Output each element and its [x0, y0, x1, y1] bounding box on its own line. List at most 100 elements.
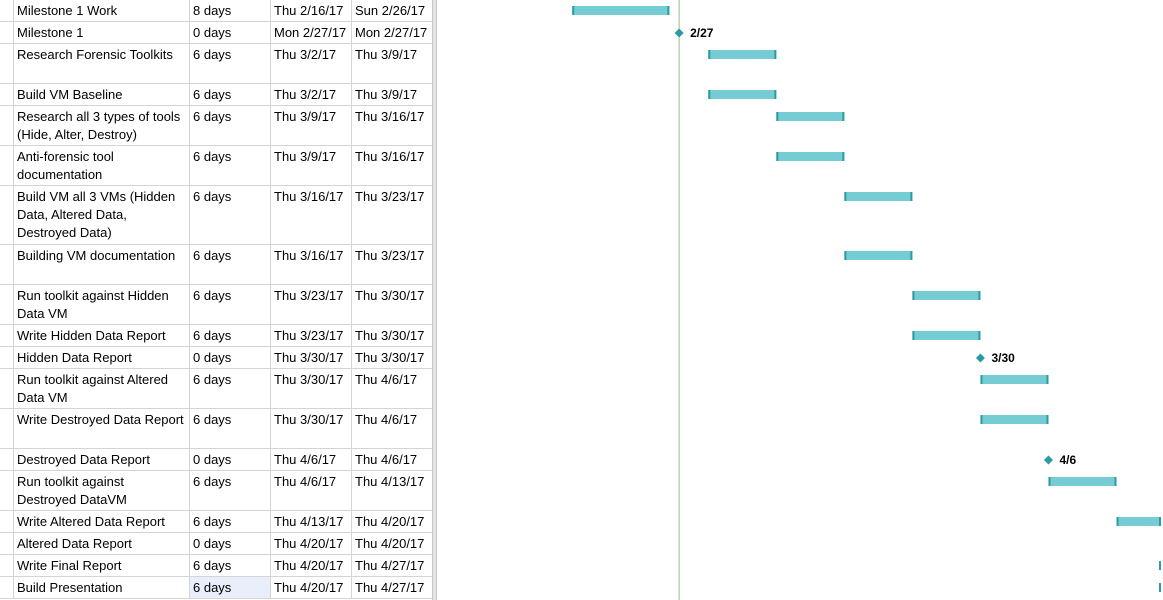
- start-date-cell[interactable]: Thu 3/30/17: [270, 369, 351, 408]
- duration-cell[interactable]: 8 days: [189, 0, 270, 21]
- task-row[interactable]: Build Presentation 6 days Thu 4/20/17 Thu 4…: [0, 577, 432, 599]
- duration-cell[interactable]: 6 days: [189, 325, 270, 346]
- task-bar[interactable]: [1159, 561, 1163, 570]
- task-bar[interactable]: [776, 152, 845, 161]
- row-indicator-cell[interactable]: [0, 44, 13, 83]
- finish-date-cell[interactable]: Thu 4/27/17: [351, 555, 432, 576]
- task-name-cell[interactable]: Altered Data Report: [13, 533, 189, 554]
- row-indicator-cell[interactable]: [0, 146, 13, 185]
- task-bar[interactable]: [1116, 517, 1161, 526]
- row-indicator-cell[interactable]: [0, 533, 13, 554]
- row-indicator-cell[interactable]: [0, 511, 13, 532]
- duration-cell[interactable]: 6 days: [189, 146, 270, 185]
- duration-cell[interactable]: 6 days: [189, 369, 270, 408]
- task-row[interactable]: Destroyed Data Report 0 days Thu 4/6/17 Thu…: [0, 449, 432, 471]
- finish-date-cell[interactable]: Thu 3/30/17: [351, 347, 432, 368]
- finish-date-cell[interactable]: Sun 2/26/17: [351, 0, 432, 21]
- milestone-diamond[interactable]: [674, 28, 684, 38]
- duration-cell[interactable]: 0 days: [189, 22, 270, 43]
- task-name-cell[interactable]: Anti-forensic tool documentation: [13, 146, 189, 185]
- start-date-cell[interactable]: Thu 4/6/17: [270, 471, 351, 510]
- task-name-cell[interactable]: Destroyed Data Report: [13, 449, 189, 470]
- row-indicator-cell[interactable]: [0, 285, 13, 324]
- row-indicator-cell[interactable]: [0, 106, 13, 145]
- finish-date-cell[interactable]: Thu 4/20/17: [351, 511, 432, 532]
- start-date-cell[interactable]: Thu 2/16/17: [270, 0, 351, 21]
- finish-date-cell[interactable]: Thu 3/30/17: [351, 285, 432, 324]
- duration-cell[interactable]: 0 days: [189, 533, 270, 554]
- task-row[interactable]: Write Destroyed Data Report 6 days Thu 3/3…: [0, 409, 432, 449]
- task-bar[interactable]: [572, 6, 670, 15]
- task-bar[interactable]: [844, 192, 913, 201]
- finish-date-cell[interactable]: Thu 4/20/17: [351, 533, 432, 554]
- row-indicator-cell[interactable]: [0, 22, 13, 43]
- task-row[interactable]: Build VM all 3 VMs (Hidden Data, Altered…: [0, 186, 432, 245]
- finish-date-cell[interactable]: Thu 3/30/17: [351, 325, 432, 346]
- task-name-cell[interactable]: Milestone 1: [13, 22, 189, 43]
- duration-cell[interactable]: 6 days: [189, 471, 270, 510]
- task-name-cell[interactable]: Write Hidden Data Report: [13, 325, 189, 346]
- task-name-cell[interactable]: Milestone 1 Work: [13, 0, 189, 21]
- duration-cell[interactable]: 6 days: [189, 577, 270, 598]
- task-name-cell[interactable]: Run toolkit against Destroyed DataVM: [13, 471, 189, 510]
- task-row[interactable]: Altered Data Report 0 days Thu 4/20/17 Thu …: [0, 533, 432, 555]
- task-name-cell[interactable]: Run toolkit against Altered Data VM: [13, 369, 189, 408]
- row-indicator-cell[interactable]: [0, 245, 13, 284]
- task-name-cell[interactable]: Write Altered Data Report: [13, 511, 189, 532]
- row-indicator-cell[interactable]: [0, 186, 13, 244]
- row-indicator-cell[interactable]: [0, 0, 13, 21]
- start-date-cell[interactable]: Thu 3/2/17: [270, 84, 351, 105]
- finish-date-cell[interactable]: Thu 3/9/17: [351, 44, 432, 83]
- task-bar[interactable]: [776, 112, 845, 121]
- duration-cell[interactable]: 6 days: [189, 106, 270, 145]
- row-indicator-cell[interactable]: [0, 409, 13, 448]
- row-indicator-cell[interactable]: [0, 347, 13, 368]
- start-date-cell[interactable]: Thu 3/30/17: [270, 347, 351, 368]
- milestone-diamond[interactable]: [975, 353, 985, 363]
- start-date-cell[interactable]: Thu 4/20/17: [270, 577, 351, 598]
- task-row[interactable]: Write Hidden Data Report 6 days Thu 3/23/1…: [0, 325, 432, 347]
- task-row[interactable]: Research all 3 types of tools (Hide, Alt…: [0, 106, 432, 146]
- start-date-cell[interactable]: Thu 3/2/17: [270, 44, 351, 83]
- milestone-diamond[interactable]: [1043, 455, 1053, 465]
- finish-date-cell[interactable]: Thu 4/13/17: [351, 471, 432, 510]
- start-date-cell[interactable]: Thu 4/6/17: [270, 449, 351, 470]
- task-bar[interactable]: [708, 50, 777, 59]
- duration-cell[interactable]: 6 days: [189, 186, 270, 244]
- finish-date-cell[interactable]: Thu 4/27/17: [351, 577, 432, 598]
- task-bar[interactable]: [912, 331, 981, 340]
- task-bar[interactable]: [708, 90, 777, 99]
- task-row[interactable]: Milestone 1 Work 8 days Thu 2/16/17 Sun 2/2…: [0, 0, 432, 22]
- task-bar[interactable]: [1048, 477, 1117, 486]
- task-row[interactable]: Building VM documentation 6 days Thu 3/16/…: [0, 245, 432, 285]
- task-name-cell[interactable]: Write Final Report: [13, 555, 189, 576]
- task-name-cell[interactable]: Research all 3 types of tools (Hide, Alt…: [13, 106, 189, 145]
- task-name-cell[interactable]: Research Forensic Toolkits: [13, 44, 189, 83]
- row-indicator-cell[interactable]: [0, 369, 13, 408]
- task-row[interactable]: Write Final Report 6 days Thu 4/20/17 Thu 4…: [0, 555, 432, 577]
- duration-cell[interactable]: 6 days: [189, 285, 270, 324]
- task-row[interactable]: Hidden Data Report 0 days Thu 3/30/17 Thu 3…: [0, 347, 432, 369]
- row-indicator-cell[interactable]: [0, 325, 13, 346]
- start-date-cell[interactable]: Thu 3/30/17: [270, 409, 351, 448]
- task-bar[interactable]: [1159, 583, 1163, 592]
- task-row[interactable]: Write Altered Data Report 6 days Thu 4/13/…: [0, 511, 432, 533]
- duration-cell[interactable]: 0 days: [189, 347, 270, 368]
- task-bar[interactable]: [844, 251, 913, 260]
- start-date-cell[interactable]: Thu 3/9/17: [270, 106, 351, 145]
- task-row[interactable]: Research Forensic Toolkits 6 days Thu 3/2/…: [0, 44, 432, 84]
- finish-date-cell[interactable]: Thu 3/16/17: [351, 146, 432, 185]
- finish-date-cell[interactable]: Thu 3/23/17: [351, 186, 432, 244]
- finish-date-cell[interactable]: Thu 4/6/17: [351, 449, 432, 470]
- row-indicator-cell[interactable]: [0, 577, 13, 598]
- finish-date-cell[interactable]: Thu 4/6/17: [351, 369, 432, 408]
- duration-cell[interactable]: 6 days: [189, 44, 270, 83]
- task-name-cell[interactable]: Write Destroyed Data Report: [13, 409, 189, 448]
- row-indicator-cell[interactable]: [0, 555, 13, 576]
- task-name-cell[interactable]: Run toolkit against Hidden Data VM: [13, 285, 189, 324]
- finish-date-cell[interactable]: Mon 2/27/17: [351, 22, 432, 43]
- task-row[interactable]: Anti-forensic tool documentation 6 days Th…: [0, 146, 432, 186]
- finish-date-cell[interactable]: Thu 3/9/17: [351, 84, 432, 105]
- start-date-cell[interactable]: Thu 3/9/17: [270, 146, 351, 185]
